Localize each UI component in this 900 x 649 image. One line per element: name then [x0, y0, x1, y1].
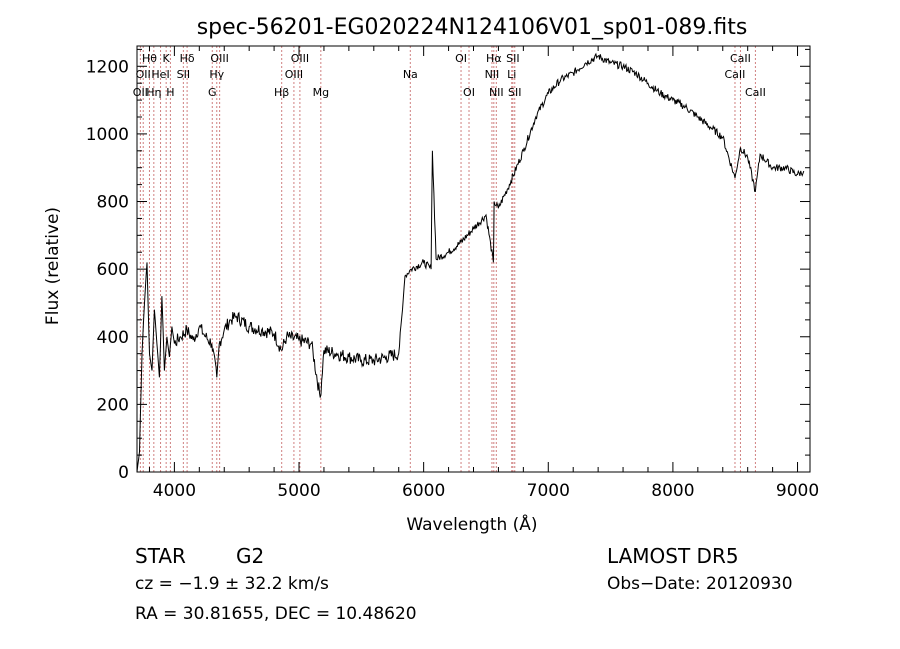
- y-tick-label: 1200: [86, 57, 129, 77]
- x-tick-label: 8000: [651, 481, 694, 501]
- spectral-line-label: K: [163, 52, 171, 65]
- x-axis-label: Wavelength (Å): [406, 513, 537, 535]
- spectral-line-label: Hθ: [142, 52, 157, 65]
- spectral-line-label: H: [166, 86, 174, 99]
- spectral-lines: [139, 46, 756, 472]
- spectrum-line: [136, 52, 805, 473]
- spectral-line-label: Mg: [313, 86, 329, 99]
- y-tick-label: 200: [97, 395, 129, 415]
- y-tick-label: 0: [118, 463, 129, 483]
- spectral-line-label: OIII: [285, 68, 303, 81]
- spectral-line-label: OIII: [210, 52, 228, 65]
- spectral-line-label: SII: [506, 52, 519, 65]
- x-tick-label: 7000: [527, 481, 570, 501]
- coordinates-text: RA = 30.81655, DEC = 10.48620: [135, 604, 417, 624]
- x-tick-label: 6000: [402, 481, 445, 501]
- spectral-line-label: Na: [403, 68, 418, 81]
- y-axis-label: Flux (relative): [43, 207, 63, 325]
- spectral-line-label: OII: [136, 68, 151, 81]
- spectral-line-label: NII: [485, 68, 500, 81]
- obs-date-text: Obs−Date: 20120930: [607, 574, 793, 594]
- spectral-line-label: Hγ: [209, 68, 224, 81]
- spectral-line-label: SII: [508, 86, 521, 99]
- spectral-line-labels: OIIOIIHθHηHeIKHSIIHδGHγOIIIHβOIIIOIIIMgN…: [133, 52, 766, 99]
- x-axis: 4000 5000 6000 7000 8000 9000: [148, 46, 819, 501]
- spectral-line-label: Hδ: [180, 52, 195, 65]
- y-tick-label: 400: [97, 328, 129, 348]
- y-axis: 0 200 400 600 800 1000 1200: [86, 48, 810, 483]
- spectral-line-label: Hβ: [274, 86, 289, 99]
- spectral-line-label: G: [208, 86, 217, 99]
- spectral-line-label: Hη: [146, 86, 161, 99]
- spectral-line-label: Hα: [486, 52, 502, 65]
- survey-label: LAMOST DR5: [607, 544, 739, 568]
- x-tick-label: 4000: [153, 481, 196, 501]
- spectral-line-label: CaII: [745, 86, 766, 99]
- plot-frame: [136, 45, 811, 473]
- x-tick-label: 5000: [277, 481, 320, 501]
- spectral-line-label: OIII: [291, 52, 309, 65]
- spectral-line-label: Li: [507, 68, 516, 81]
- x-tick-label: 9000: [776, 481, 819, 501]
- y-tick-label: 1000: [86, 125, 129, 145]
- spectrum-series: [136, 52, 805, 473]
- spectral-line-label: OI: [455, 52, 467, 65]
- redshift-text: cz = −1.9 ± 32.2 km/s: [135, 574, 329, 594]
- spectral-line-label: OI: [463, 86, 475, 99]
- spectral-line-label: HeI: [151, 68, 169, 81]
- spectral-line-label: SII: [177, 68, 190, 81]
- spectral-line-label: NII: [489, 86, 504, 99]
- class-label: STAR: [135, 544, 186, 568]
- subclass-label: G2: [236, 544, 264, 568]
- spectral-line-label: CaII: [725, 68, 746, 81]
- y-tick-label: 600: [97, 260, 129, 280]
- spectral-line-label: CaII: [730, 52, 751, 65]
- chart-title: spec-56201-EG020224N124106V01_sp01-089.f…: [197, 15, 748, 40]
- y-tick-label: 800: [97, 193, 129, 213]
